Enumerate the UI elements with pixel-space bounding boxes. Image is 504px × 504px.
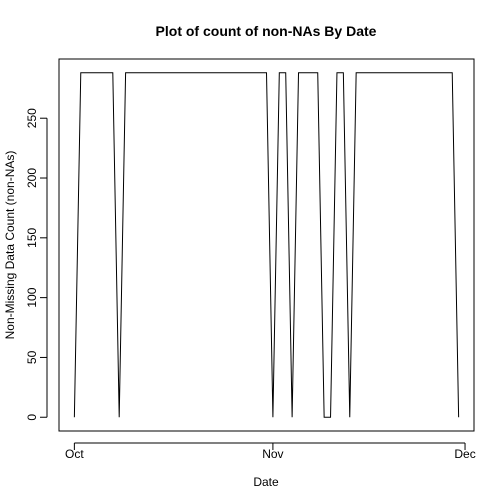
plot-frame: [58, 58, 475, 432]
y-tick-label: 150: [25, 227, 39, 247]
series-line: [73, 72, 460, 418]
x-tick-label: Oct: [65, 447, 84, 461]
x-axis: Oct Nov Dec: [65, 442, 476, 461]
y-tick-label: 250: [25, 108, 39, 128]
y-tick-label: 0: [25, 414, 39, 421]
plot-area: [73, 72, 460, 418]
y-axis: 0 50 100 150 200 250: [25, 108, 48, 421]
y-tick-label: 200: [25, 168, 39, 188]
x-tick-label: Nov: [262, 447, 283, 461]
x-tick-label: Dec: [454, 447, 475, 461]
chart-title: Plot of count of non-NAs By Date: [156, 23, 377, 39]
y-tick-label: 50: [25, 350, 39, 364]
y-axis-label: Non-Missing Data Count (non-NAs): [3, 151, 17, 340]
x-axis-label: Date: [253, 475, 279, 489]
y-tick-label: 100: [25, 287, 39, 307]
